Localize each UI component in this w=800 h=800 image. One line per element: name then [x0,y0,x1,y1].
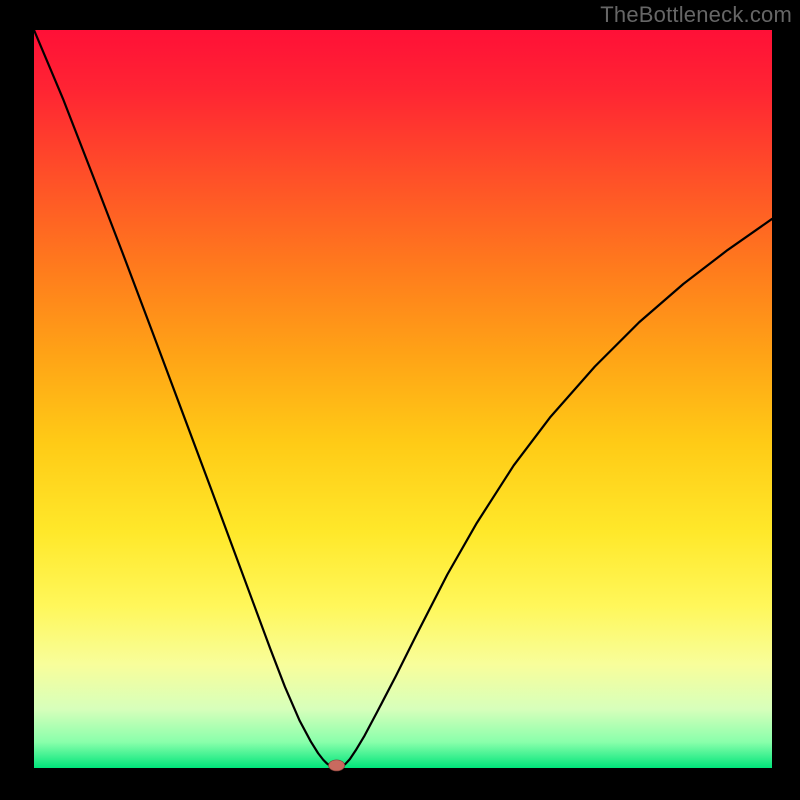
chart-frame: TheBottleneck.com [0,0,800,800]
optimum-marker [328,760,344,771]
plot-background [34,30,772,768]
bottleneck-curve-chart [0,0,800,800]
watermark-text: TheBottleneck.com [600,2,792,28]
